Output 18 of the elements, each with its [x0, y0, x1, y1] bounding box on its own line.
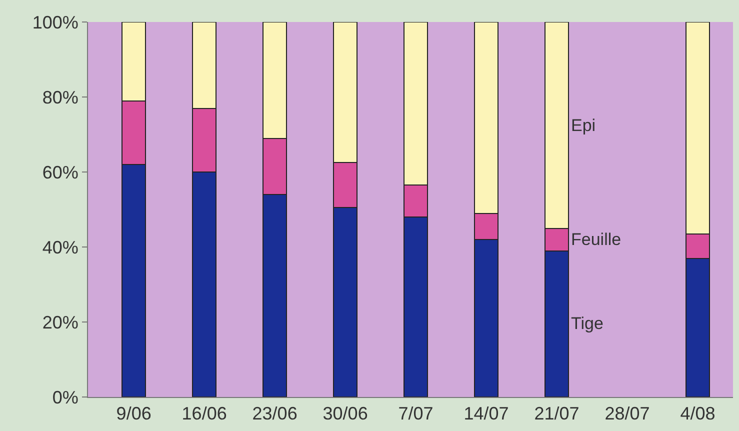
x-tick-label: 21/07: [534, 404, 580, 424]
series-label: Feuille: [571, 230, 622, 249]
x-tick-label: 4/08: [680, 404, 716, 424]
y-tick-label: 80%: [42, 87, 78, 108]
y-tick-label: 40%: [42, 237, 78, 258]
y-tick-label: 0%: [52, 387, 78, 408]
x-tick-label: 14/07: [464, 404, 509, 424]
x-tick-label: 30/06: [322, 404, 368, 424]
x-tick-label: 23/06: [252, 404, 298, 424]
y-tick-label: 60%: [42, 162, 78, 182]
series-label: Epi: [571, 116, 596, 135]
x-tick-label: 9/06: [116, 404, 152, 424]
x-tick-label: 16/06: [182, 404, 227, 424]
x-tick-label: 28/07: [604, 404, 650, 424]
y-tick-label: 20%: [42, 312, 78, 332]
series-label: Tige: [571, 314, 604, 333]
x-tick-label: 7/07: [398, 404, 434, 424]
y-tick-label: 100%: [32, 12, 78, 32]
